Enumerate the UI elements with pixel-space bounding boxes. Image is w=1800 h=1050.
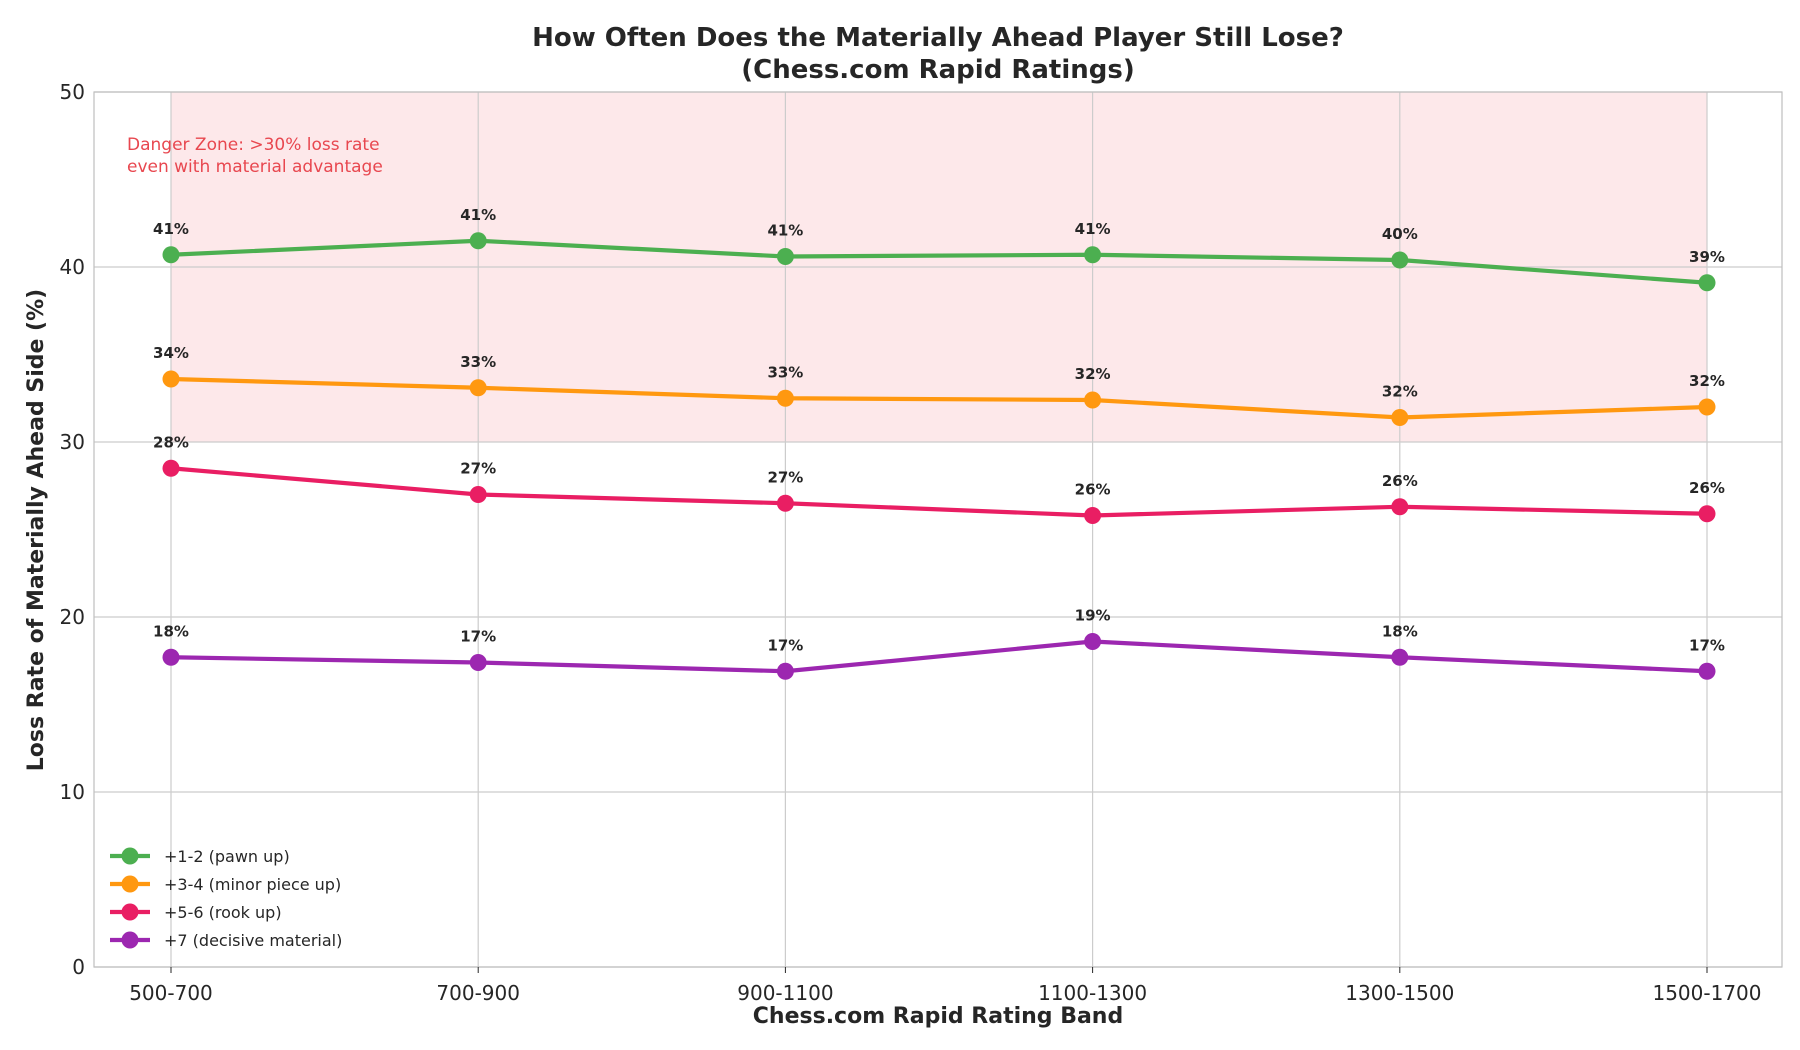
data-label: 27% <box>460 460 496 478</box>
legend-label: +7 (decisive material) <box>164 931 342 950</box>
danger-zone-label-line1: Danger Zone: >30% loss rate <box>127 135 380 155</box>
data-label: 32% <box>1689 372 1725 390</box>
legend-item: +3-4 (minor piece up) <box>110 875 341 894</box>
data-point <box>162 246 180 264</box>
data-point <box>1698 274 1716 292</box>
data-label: 18% <box>1382 622 1418 640</box>
data-label: 33% <box>767 363 803 381</box>
chart-title-line1: How Often Does the Materially Ahead Play… <box>532 23 1344 53</box>
y-tick-label: 10 <box>60 780 85 804</box>
data-point <box>1084 633 1102 650</box>
legend-item: +7 (decisive material) <box>110 931 342 950</box>
y-tick-label: 30 <box>60 430 85 454</box>
data-point <box>1084 507 1102 524</box>
data-label: 27% <box>767 468 803 486</box>
plot-frame <box>93 91 1783 968</box>
data-point <box>1698 505 1716 523</box>
data-label: 18% <box>153 622 189 640</box>
y-tick-label: 50 <box>60 80 85 104</box>
legend-label: +5-6 (rook up) <box>164 903 282 922</box>
data-label: 41% <box>767 222 803 240</box>
data-point <box>1084 246 1102 264</box>
series-line <box>168 639 1710 674</box>
data-point <box>1391 648 1409 666</box>
x-tick-label: 1500-1700 <box>1652 981 1761 1005</box>
series-line <box>168 238 1710 285</box>
legend-swatch-marker <box>121 875 139 893</box>
y-tick-label: 0 <box>72 955 85 979</box>
legend-swatch-marker <box>121 847 139 865</box>
data-point <box>162 370 180 388</box>
data-label: 19% <box>1075 607 1111 625</box>
legend: +1-2 (pawn up) +3-4 (minor piece up) +5-6 … <box>110 847 342 950</box>
data-label: 32% <box>1382 383 1418 401</box>
x-tick-label: 700-900 <box>436 981 520 1005</box>
x-axis-label: Chess.com Rapid Rating Band <box>753 1004 1123 1029</box>
series-group <box>162 232 1716 292</box>
data-point <box>469 654 487 671</box>
data-label: 40% <box>1382 225 1418 243</box>
data-label: 34% <box>153 344 189 362</box>
legend-swatch-marker <box>121 931 139 949</box>
legend-label: +1-2 (pawn up) <box>164 847 290 866</box>
data-point <box>469 379 487 397</box>
series-layer <box>162 232 1716 680</box>
series-line <box>168 466 1710 518</box>
data-label: 17% <box>767 636 803 654</box>
data-label: 41% <box>153 220 189 238</box>
series-line <box>168 376 1710 420</box>
data-label: 41% <box>460 206 496 224</box>
y-axis-label: Loss Rate of Materially Ahead Side (%) <box>24 289 49 771</box>
data-label: 41% <box>1075 220 1111 238</box>
data-point <box>1391 251 1409 269</box>
y-tick-labels: 0 10 20 30 40 50 <box>60 80 85 979</box>
data-point <box>469 232 487 250</box>
data-point <box>162 459 180 477</box>
data-label: 26% <box>1689 479 1725 497</box>
legend-swatch-marker <box>121 903 139 921</box>
data-labels: 41% 41% 41% 41% 40% 39% 34% 33% 33% 32% 32% 32% 28% 2… <box>153 206 1725 655</box>
y-tick-label: 40 <box>60 255 85 279</box>
data-label: 17% <box>460 628 496 646</box>
chart-title-line2: (Chess.com Rapid Ratings) <box>741 55 1135 85</box>
data-point <box>1391 409 1409 426</box>
data-point <box>1698 662 1716 680</box>
data-label: 26% <box>1075 481 1111 499</box>
data-point <box>776 494 794 512</box>
data-point <box>1698 398 1716 416</box>
y-tick-label: 20 <box>60 605 85 629</box>
data-label: 39% <box>1689 248 1725 266</box>
data-label: 33% <box>460 353 496 371</box>
data-label: 26% <box>1382 472 1418 490</box>
data-label: 32% <box>1075 365 1111 383</box>
data-point <box>1084 391 1102 409</box>
series-group <box>162 459 1716 524</box>
x-tick-labels: 500-700 700-900 900-1100 1100-1300 1300-1500… <box>129 967 1762 1005</box>
data-point <box>776 389 794 407</box>
data-point <box>469 486 487 503</box>
data-point <box>776 248 794 265</box>
legend-item: +1-2 (pawn up) <box>110 847 290 866</box>
legend-item: +5-6 (rook up) <box>110 903 282 922</box>
x-tick-label: 1100-1300 <box>1038 981 1147 1005</box>
series-group <box>162 370 1716 426</box>
data-label: 28% <box>153 433 189 451</box>
data-label: 17% <box>1689 636 1725 654</box>
series-group <box>162 633 1716 680</box>
x-tick-label: 900-1100 <box>737 981 833 1005</box>
x-tick-label: 500-700 <box>129 981 213 1005</box>
x-tick-label: 1300-1500 <box>1345 981 1454 1005</box>
data-point <box>162 648 180 666</box>
data-point <box>1391 498 1409 516</box>
data-point <box>776 662 794 680</box>
danger-zone-label-line2: even with material advantage <box>127 157 383 177</box>
legend-label: +3-4 (minor piece up) <box>164 875 341 894</box>
